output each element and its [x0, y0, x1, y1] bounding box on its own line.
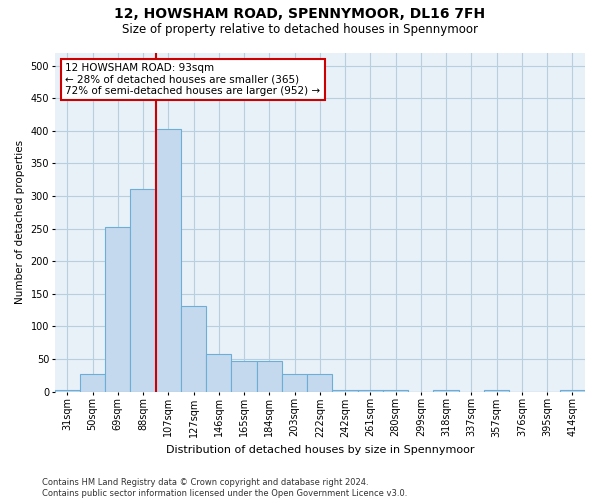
Y-axis label: Number of detached properties: Number of detached properties — [15, 140, 25, 304]
Bar — [257, 361, 282, 392]
Text: Contains HM Land Registry data © Crown copyright and database right 2024.
Contai: Contains HM Land Registry data © Crown c… — [42, 478, 407, 498]
Bar — [560, 390, 585, 392]
Bar — [232, 361, 257, 392]
Text: 12 HOWSHAM ROAD: 93sqm
← 28% of detached houses are smaller (365)
72% of semi-de: 12 HOWSHAM ROAD: 93sqm ← 28% of detached… — [65, 62, 320, 96]
Text: 12, HOWSHAM ROAD, SPENNYMOOR, DL16 7FH: 12, HOWSHAM ROAD, SPENNYMOOR, DL16 7FH — [115, 8, 485, 22]
Bar — [332, 390, 358, 392]
Bar — [181, 306, 206, 392]
Bar — [105, 228, 130, 392]
Bar — [130, 190, 156, 392]
X-axis label: Distribution of detached houses by size in Spennymoor: Distribution of detached houses by size … — [166, 445, 474, 455]
Bar — [307, 374, 332, 392]
Text: Size of property relative to detached houses in Spennymoor: Size of property relative to detached ho… — [122, 22, 478, 36]
Bar — [383, 390, 408, 392]
Bar — [80, 374, 105, 392]
Bar — [358, 390, 383, 392]
Bar — [55, 390, 80, 392]
Bar — [282, 374, 307, 392]
Bar — [156, 129, 181, 392]
Bar — [433, 390, 459, 392]
Bar — [206, 354, 232, 392]
Bar — [484, 390, 509, 392]
